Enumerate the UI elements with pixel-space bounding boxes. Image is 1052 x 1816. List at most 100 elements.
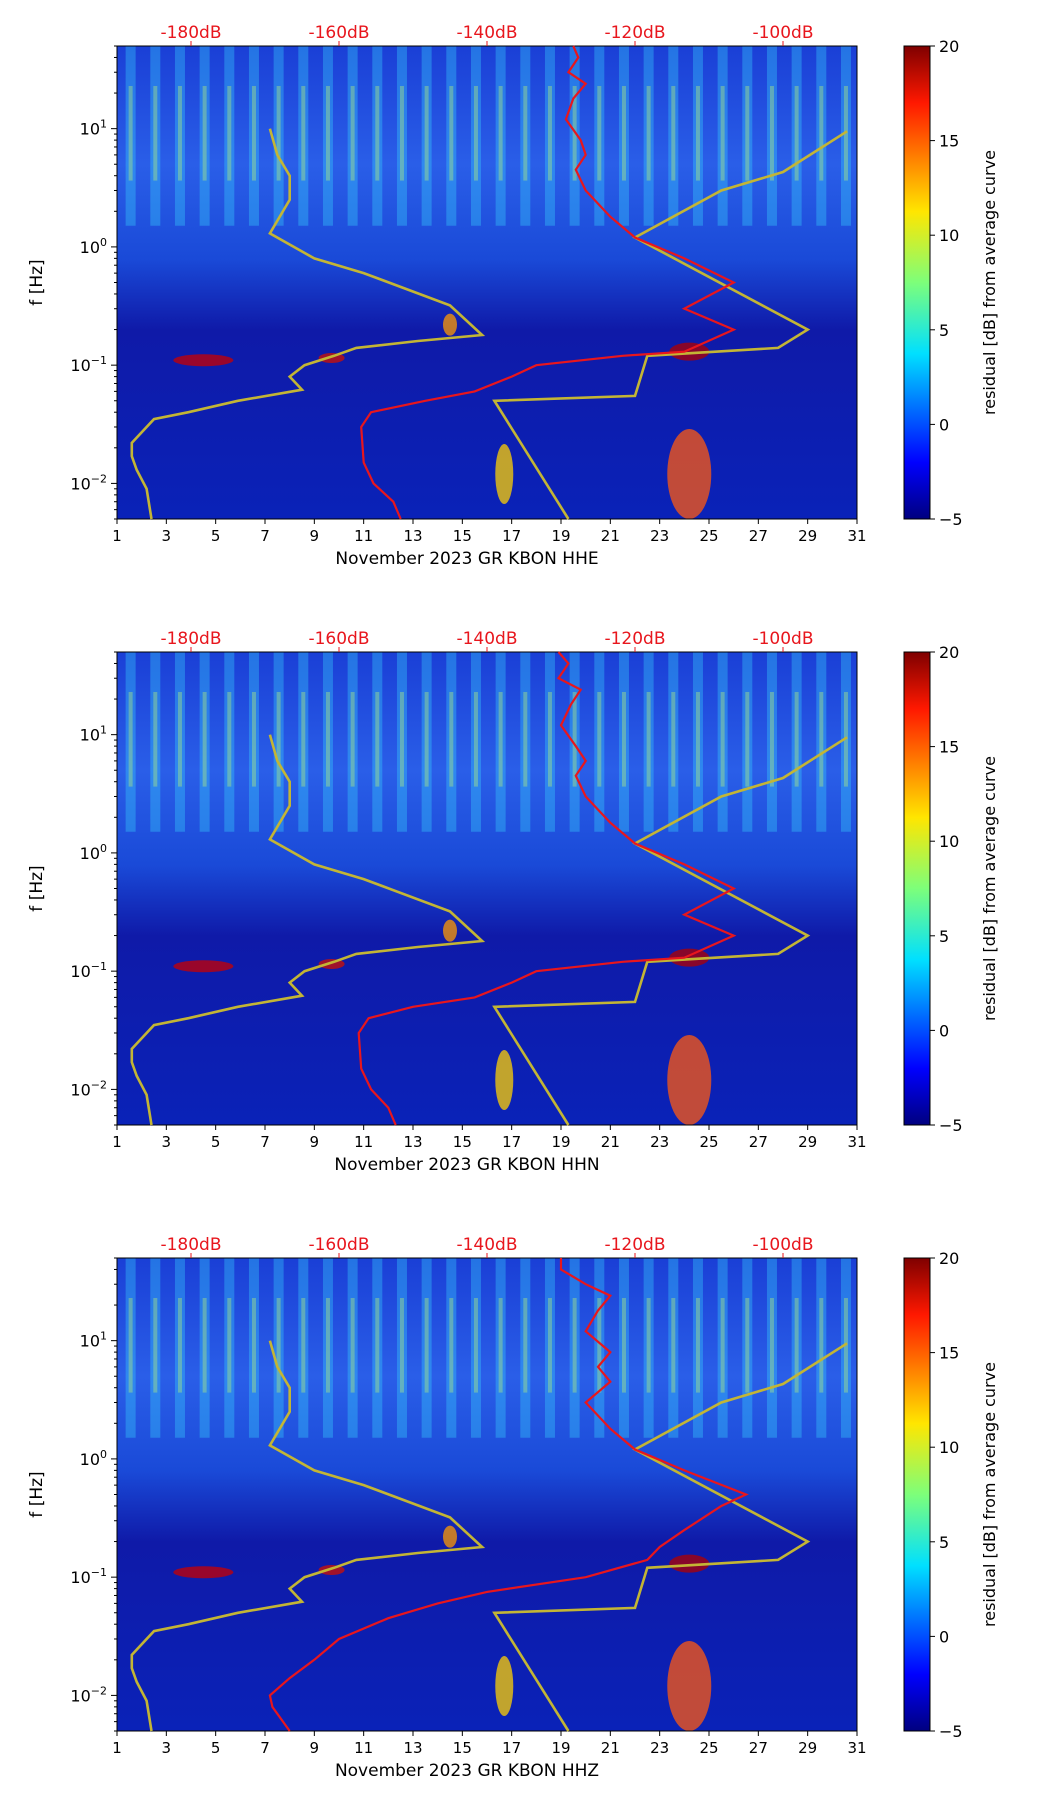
day-band-core [819,692,824,787]
day-band [396,1258,407,1438]
colorbar-tick-label: 0 [939,1627,949,1646]
day-band-core [424,86,429,181]
top-tick-label: -160dB [308,1235,369,1255]
day-band [816,652,827,832]
day-band-core [276,1298,281,1393]
x-tick-label: 5 [211,527,221,545]
y-tick-base: 10 [80,238,100,257]
day-band-core [251,692,256,787]
y-tick-exp: −2 [91,472,107,485]
day-band-core [547,86,552,181]
colorbar-tick-label: 10 [939,1438,959,1457]
y-tick-exp: 0 [100,842,107,855]
x-tick-label: 31 [847,1739,866,1757]
day-band [791,46,802,226]
x-tick-label: 9 [310,527,320,545]
day-band-core [177,692,182,787]
day-band-core [301,692,306,787]
y-tick-label: 101 [80,1330,107,1351]
day-band [174,652,185,832]
x-tick-label: 23 [650,527,669,545]
x-tick-label: 13 [403,1133,422,1151]
y-tick-exp: −1 [91,960,107,973]
day-band [150,46,161,226]
day-band [446,46,457,226]
day-band [766,46,777,226]
colorbar [903,651,931,1126]
hotspot [443,313,457,336]
y-tick-base: 10 [70,1080,90,1099]
day-band [544,652,555,832]
day-band-core [153,86,158,181]
day-band [544,1258,555,1438]
daily-noise-bands [125,652,851,832]
day-band [199,652,210,832]
x-tick-label: 21 [601,1133,620,1151]
day-band-core [227,692,232,787]
day-band [150,652,161,832]
day-band-core [720,692,725,787]
day-band-core [572,692,577,787]
y-tick-label: 10−2 [70,472,107,493]
day-band [742,46,753,226]
day-band-core [399,86,404,181]
model-curve-yellow [130,128,486,520]
day-band [742,1258,753,1438]
y-tick-label: 10−1 [70,960,107,981]
x-tick-label: 11 [354,527,373,545]
daily-noise-bands [125,1258,851,1438]
spectrogram-chart: 1 3 5 7 9 11 13 15 17 19 21 23 25 27 29 3110−210−110010… [27,23,999,569]
day-band [569,1258,580,1438]
day-band-core [473,692,478,787]
day-band [692,46,703,226]
x-tick-label: 25 [699,1739,718,1757]
colorbar [903,45,931,520]
day-band-core [695,1298,700,1393]
x-axis-label: November 2023 GR KBON HHE [335,549,598,569]
hotspot [495,1050,514,1111]
x-tick-label: 11 [354,1739,373,1757]
day-band-core [671,1298,676,1393]
day-band [298,652,309,832]
day-band [594,1258,605,1438]
hotspot [443,919,457,942]
x-tick-label: 29 [798,527,817,545]
x-tick-label: 1 [112,1739,122,1757]
day-band-core [301,1298,306,1393]
day-band [495,46,506,226]
colorbar-label: residual [dB] from average curve [980,150,999,415]
day-band-core [227,86,232,181]
day-band [643,652,654,832]
day-band [569,46,580,226]
day-band-core [227,1298,232,1393]
day-band-core [745,86,750,181]
y-tick-base: 10 [80,1450,100,1469]
day-band [618,46,629,226]
y-axis-label: f [Hz] [27,865,47,911]
day-band-core [375,692,380,787]
colorbar-tick-label: 20 [939,37,959,56]
x-tick-label: 9 [310,1739,320,1757]
spectrogram-chart: 1 3 5 7 9 11 13 15 17 19 21 23 25 27 29 3110−210−110010… [27,629,999,1175]
y-tick-exp: −1 [91,354,107,367]
x-tick-label: 5 [211,1133,221,1151]
colorbar-tick-label: 5 [939,927,949,946]
x-tick-label: 9 [310,1133,320,1151]
day-band [421,652,432,832]
day-band-core [646,692,651,787]
day-band [816,46,827,226]
day-band [643,1258,654,1438]
x-tick-label: 11 [354,1133,373,1151]
x-tick-label: 7 [260,1133,270,1151]
y-tick-base: 10 [80,120,100,139]
day-band [668,652,679,832]
day-band-core [597,86,602,181]
day-band-core [350,692,355,787]
day-band-core [671,692,676,787]
x-tick-label: 15 [453,1739,472,1757]
day-band [594,46,605,226]
x-tick-label: 27 [749,527,768,545]
day-band [840,46,851,226]
day-band [372,46,383,226]
day-band [692,1258,703,1438]
